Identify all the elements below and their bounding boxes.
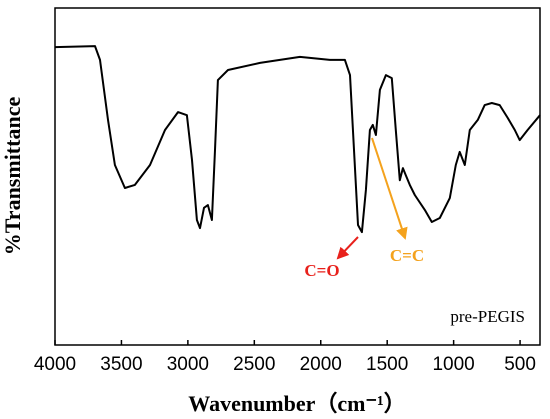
x-tick-label: 2000: [300, 354, 342, 375]
legend-label: pre-PEGIS: [450, 307, 525, 326]
annotation-label: C=C: [390, 246, 424, 265]
x-tick-label: 1500: [366, 354, 408, 375]
x-tick-label: 1000: [432, 354, 474, 375]
x-tick-label: 3000: [167, 354, 209, 375]
plot-frame: [54, 7, 541, 346]
annotation-label: C=O: [304, 261, 339, 280]
x-tick-label: 4000: [34, 354, 76, 375]
annotation-arrow: [371, 137, 408, 240]
x-tick-label: 2500: [233, 354, 275, 375]
y-axis-label: %Transmittance: [0, 97, 25, 256]
spectrum-line: [54, 45, 541, 234]
annotation-arrow: [336, 236, 359, 260]
x-tick-label: 3500: [100, 354, 142, 375]
x-axis-label: Wavenumber（cm⁻¹）: [188, 391, 405, 416]
x-tick-label: 500: [504, 354, 536, 375]
